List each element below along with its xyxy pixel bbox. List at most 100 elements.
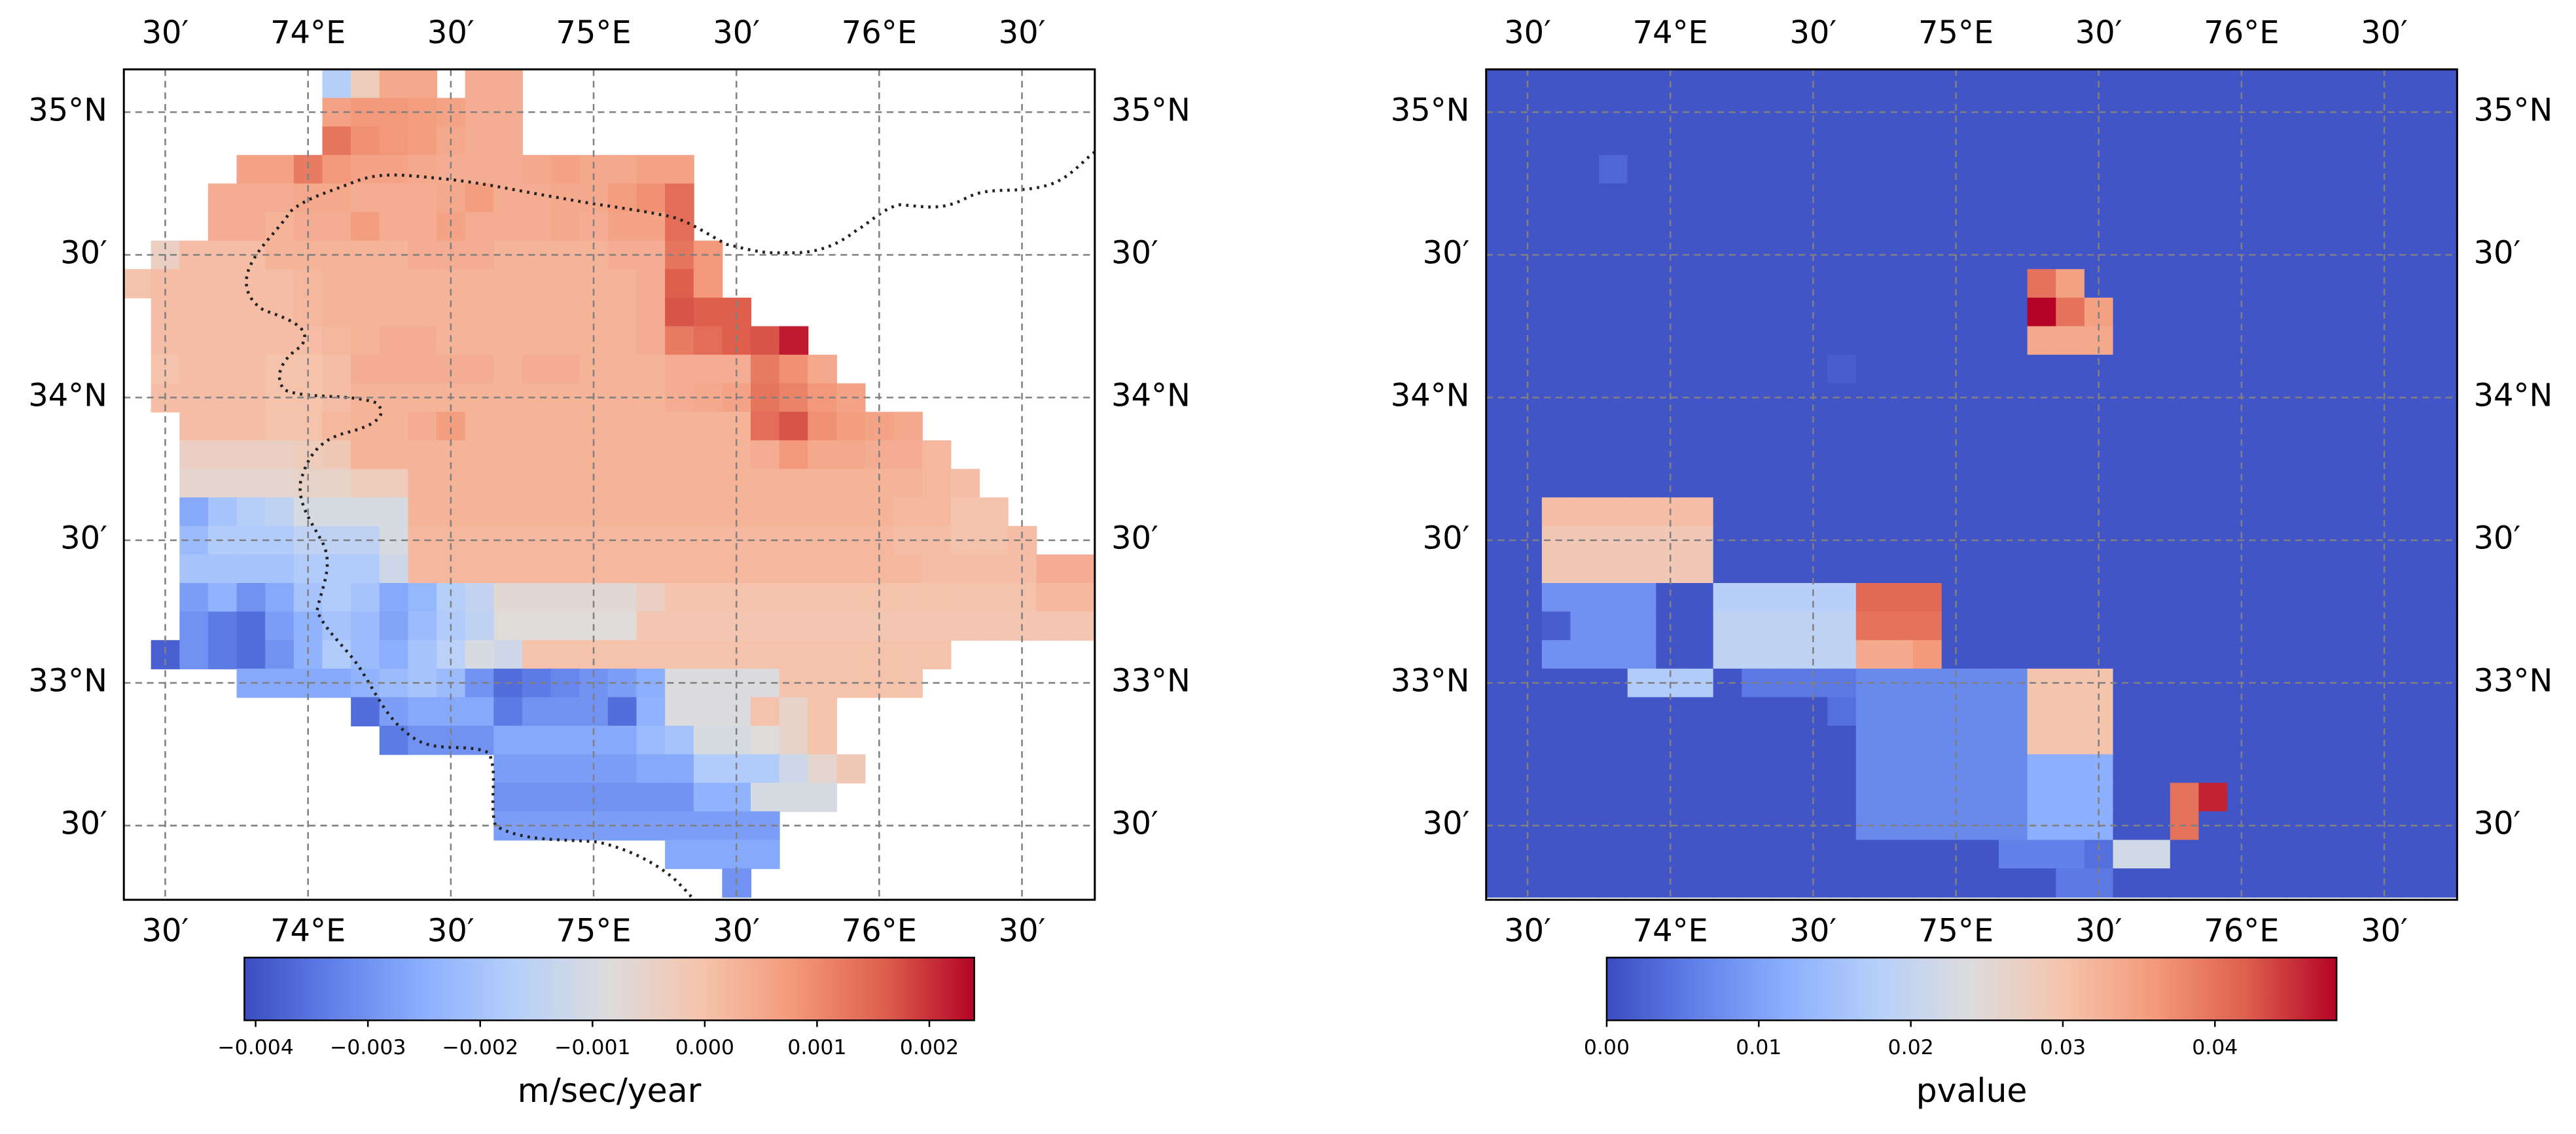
cell bbox=[1541, 154, 1571, 185]
cell bbox=[2084, 582, 2114, 612]
cell bbox=[2255, 554, 2285, 584]
cell bbox=[2170, 582, 2200, 612]
cell bbox=[1770, 525, 1800, 556]
cell bbox=[1770, 754, 1800, 784]
cell bbox=[950, 525, 980, 556]
cell bbox=[1713, 783, 1743, 812]
cell bbox=[1627, 69, 1657, 99]
cell bbox=[1884, 212, 1914, 241]
cell bbox=[950, 469, 980, 499]
cell bbox=[2198, 868, 2228, 898]
cell bbox=[408, 697, 438, 727]
cell bbox=[2284, 469, 2314, 499]
cell bbox=[1713, 640, 1743, 669]
cell bbox=[1627, 640, 1657, 669]
cell bbox=[607, 783, 637, 812]
cell bbox=[665, 783, 694, 812]
cell bbox=[408, 726, 438, 755]
y-tick-label: 30′ bbox=[2474, 235, 2521, 271]
cell bbox=[1541, 126, 1571, 156]
cell bbox=[893, 611, 923, 641]
cell bbox=[665, 412, 694, 441]
cell bbox=[1599, 754, 1628, 784]
y-tick-label: 30′ bbox=[60, 521, 107, 557]
cell bbox=[207, 269, 238, 298]
cell bbox=[1913, 868, 1942, 898]
colorbar-tick-label: 0.00 bbox=[1584, 1036, 1630, 1059]
cell bbox=[408, 412, 438, 441]
cell bbox=[2198, 697, 2228, 727]
cell bbox=[522, 383, 552, 413]
cell bbox=[2312, 240, 2342, 270]
cell bbox=[1599, 868, 1628, 898]
y-tick-label: 30′ bbox=[2474, 806, 2521, 842]
cell bbox=[1999, 355, 2028, 384]
cell bbox=[1627, 297, 1657, 327]
cell bbox=[607, 326, 637, 356]
cell bbox=[1570, 297, 1600, 327]
cell bbox=[1742, 726, 1771, 755]
cell bbox=[2027, 355, 2057, 384]
cell bbox=[408, 126, 438, 156]
cell bbox=[322, 412, 352, 441]
x-tick-label: 75°E bbox=[556, 15, 631, 51]
cell bbox=[1770, 726, 1800, 755]
cell bbox=[179, 640, 209, 669]
cell bbox=[179, 497, 209, 527]
cell bbox=[2312, 326, 2342, 356]
cell bbox=[1713, 582, 1743, 612]
x-tick-label: 76°E bbox=[2204, 15, 2279, 51]
colorbar-tick-label: 0.000 bbox=[675, 1036, 734, 1059]
cell bbox=[2312, 469, 2342, 499]
cell bbox=[2170, 611, 2200, 641]
cell bbox=[2312, 582, 2342, 612]
x-tick-label: 30′ bbox=[142, 15, 189, 51]
cell bbox=[1827, 69, 1857, 99]
colorbar-tick-label: −0.003 bbox=[330, 1036, 406, 1059]
cell bbox=[2284, 412, 2314, 441]
cell bbox=[836, 412, 866, 441]
cell bbox=[1036, 554, 1065, 584]
cell bbox=[2027, 582, 2057, 612]
cell bbox=[1627, 497, 1657, 527]
cell bbox=[1999, 726, 2028, 755]
cell bbox=[2427, 69, 2457, 99]
cell bbox=[665, 497, 694, 527]
cell bbox=[351, 297, 380, 327]
cell bbox=[1570, 355, 1600, 384]
cell bbox=[1770, 497, 1800, 527]
y-tick-label: 33°N bbox=[2474, 664, 2553, 700]
cell bbox=[2284, 726, 2314, 755]
cell bbox=[2113, 754, 2143, 784]
cell bbox=[2027, 183, 2057, 213]
cell bbox=[1855, 726, 1886, 755]
cell bbox=[465, 69, 495, 99]
cell bbox=[893, 554, 923, 584]
cell bbox=[808, 355, 837, 384]
cell bbox=[2141, 183, 2171, 213]
cell bbox=[1827, 154, 1857, 185]
cell bbox=[1599, 554, 1628, 584]
cell bbox=[2427, 297, 2457, 327]
cell bbox=[1685, 582, 1714, 612]
cell bbox=[1713, 611, 1743, 641]
cell bbox=[607, 469, 637, 499]
cell bbox=[207, 469, 238, 499]
cell bbox=[522, 811, 552, 841]
cell bbox=[1685, 355, 1714, 384]
cell bbox=[1486, 783, 1514, 812]
cell bbox=[1486, 640, 1514, 669]
cell bbox=[2141, 497, 2171, 527]
cell bbox=[322, 355, 352, 384]
cell bbox=[2141, 69, 2171, 99]
cell bbox=[636, 554, 666, 584]
cell bbox=[2341, 69, 2371, 99]
cell bbox=[1486, 582, 1514, 612]
cell bbox=[550, 697, 581, 727]
cell bbox=[1913, 840, 1942, 870]
cell bbox=[1913, 297, 1942, 327]
cell bbox=[1999, 269, 2028, 298]
cell bbox=[522, 497, 552, 527]
cell bbox=[1827, 240, 1857, 270]
